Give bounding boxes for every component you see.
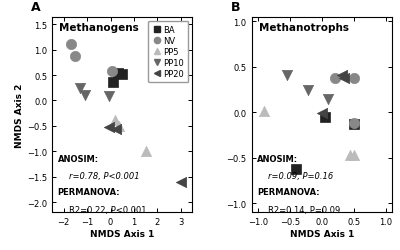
Text: ANOSIM:: ANOSIM: [58, 154, 99, 163]
X-axis label: NMDS Axis 1: NMDS Axis 1 [290, 229, 354, 238]
Point [293, 167, 300, 171]
Point [339, 74, 345, 78]
Text: A: A [31, 1, 40, 14]
Point [82, 94, 88, 98]
Text: PERMANOVA:: PERMANOVA: [257, 187, 320, 196]
Point [108, 70, 115, 74]
Point [116, 124, 122, 128]
Text: PERMANOVA:: PERMANOVA: [58, 187, 120, 196]
Point [72, 54, 79, 58]
Point [178, 180, 184, 184]
Point [77, 86, 83, 90]
Text: r=0.09, P=0.16: r=0.09, P=0.16 [268, 172, 334, 180]
Point [304, 89, 311, 93]
Point [350, 122, 357, 126]
Point [347, 153, 354, 157]
Point [106, 126, 112, 130]
Point [341, 77, 347, 81]
Text: Methanogens: Methanogens [59, 23, 139, 33]
Text: R2=0.22, P<0.001: R2=0.22, P<0.001 [69, 205, 146, 214]
Text: R2=0.14, P=0.09: R2=0.14, P=0.09 [268, 205, 341, 214]
Text: Methanotrophs: Methanotrophs [258, 23, 348, 33]
Point [113, 128, 120, 132]
Point [350, 122, 357, 126]
Text: B: B [230, 1, 240, 14]
Point [114, 71, 121, 75]
Legend: BA, NV, PP5, PP10, PP20: BA, NV, PP5, PP10, PP20 [148, 22, 188, 83]
Point [322, 115, 328, 119]
Point [110, 80, 116, 84]
Point [325, 98, 331, 102]
Text: ANOSIM:: ANOSIM: [257, 154, 298, 163]
Point [68, 42, 74, 46]
X-axis label: NMDS Axis 1: NMDS Axis 1 [90, 229, 154, 238]
Point [318, 112, 325, 116]
Point [112, 118, 118, 122]
Point [261, 110, 268, 114]
Point [142, 150, 149, 154]
Point [119, 73, 126, 77]
Point [331, 77, 338, 81]
Point [284, 74, 290, 78]
Point [106, 95, 112, 99]
Point [350, 77, 357, 81]
Text: r=0.78, P<0.001: r=0.78, P<0.001 [69, 172, 140, 180]
Y-axis label: NMDS Axis 2: NMDS Axis 2 [15, 83, 24, 147]
Point [350, 153, 357, 157]
